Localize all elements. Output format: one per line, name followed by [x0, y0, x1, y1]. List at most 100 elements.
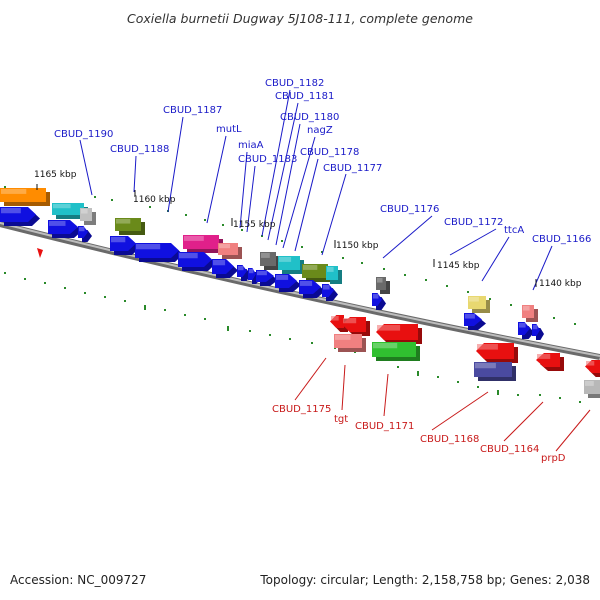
gene-feature-highlight: [79, 227, 85, 232]
gene-feature-highlight: [377, 278, 383, 283]
gene-label-cbud-1187: CBUD_1187: [163, 105, 222, 116]
gene-feature-highlight: [537, 354, 551, 359]
label-leader-upper: [79, 139, 93, 196]
gene-feature-highlight: [81, 209, 88, 214]
gc-content-lower-track: [4, 272, 581, 403]
origin-marker: [37, 248, 43, 258]
tick-label-1165: 1165 kbp: [34, 170, 77, 180]
gene-feature: [585, 360, 600, 377]
tick-label-1155: 1155 kbp: [233, 220, 276, 230]
gene-feature: [135, 243, 183, 262]
gene-feature-highlight: [219, 244, 230, 249]
gene-feature-highlight: [327, 267, 334, 272]
label-leader-upper: [261, 89, 291, 237]
tick-label-1145: 1145 kbp: [437, 261, 480, 271]
gene-label-cbud-1181: CBUD_1181: [275, 91, 334, 102]
label-leader-upper: [275, 123, 301, 246]
gene-feature: [476, 343, 518, 363]
gene-feature-highlight: [300, 281, 313, 286]
gene-label-cbud-1164: CBUD_1164: [480, 444, 539, 455]
label-leader-upper: [321, 173, 347, 256]
label-leader-lower: [383, 373, 389, 417]
label-leader-upper: [449, 228, 497, 256]
gene-feature-highlight: [136, 244, 161, 250]
gene-feature-highlight: [249, 269, 254, 274]
gene-feature: [110, 236, 140, 255]
label-leader-upper: [167, 116, 184, 213]
label-leader-upper: [282, 136, 316, 249]
gene-feature-highlight: [343, 318, 357, 324]
gene-feature-highlight: [1, 189, 27, 194]
gene-feature: [218, 243, 242, 259]
gene-feature: [372, 293, 386, 310]
label-leader-upper: [246, 165, 256, 233]
gene-feature-highlight: [238, 266, 244, 271]
label-leader-lower: [294, 357, 327, 401]
gene-label-cbud-1175: CBUD_1175: [272, 404, 331, 415]
gene-feature-highlight: [331, 316, 339, 321]
gene-feature-highlight: [276, 275, 289, 280]
label-leader-lower: [503, 401, 544, 442]
gene-feature-highlight: [477, 344, 498, 350]
scale-ticks: 1165 kbp 1160 kbp 1155 kbp 1150 kbp 1145…: [34, 170, 582, 289]
gene-feature: [260, 252, 280, 270]
gene-feature: [474, 362, 516, 381]
label-leader-upper: [481, 236, 510, 282]
gene-label-cbud-1177: CBUD_1177: [323, 163, 382, 174]
label-leader-lower: [431, 391, 489, 431]
gene-label-cbud-1183: CBUD_1183: [238, 154, 297, 165]
gene-feature: [342, 317, 370, 336]
gene-feature-highlight: [49, 221, 66, 226]
gene-label-prpd: prpD: [541, 453, 566, 464]
gene-feature: [80, 208, 96, 225]
gene-feature: [532, 324, 544, 340]
gene-label-ttca: ttcA: [504, 225, 524, 236]
tick-label-1150: 1150 kbp: [336, 241, 379, 251]
gene-feature: [0, 188, 50, 206]
gene-feature: [115, 218, 145, 235]
gene-label-cbud-1178: CBUD_1178: [300, 147, 359, 158]
gene-label-tgt: tgt: [334, 414, 348, 425]
label-leader-lines: [79, 89, 591, 452]
gene-feature: [302, 264, 332, 282]
gene-feature-highlight: [373, 294, 379, 299]
gene-feature-highlight: [213, 260, 226, 266]
gene-label-miaa: miaA: [238, 140, 264, 151]
gene-features: [0, 188, 600, 398]
gene-feature-highlight: [533, 325, 538, 330]
gene-feature-highlight: [323, 285, 330, 290]
label-leader-lower: [341, 364, 346, 411]
gene-feature-highlight: [475, 363, 496, 369]
gene-label-cbud-1182: CBUD_1182: [265, 78, 324, 89]
gene-feature-highlight: [586, 361, 595, 366]
gene-feature: [299, 280, 325, 298]
gene-feature: [48, 220, 82, 238]
gene-feature-highlight: [261, 253, 270, 258]
label-leader-upper: [294, 158, 319, 252]
gene-feature: [278, 256, 304, 274]
genome-backbone: [0, 221, 600, 360]
accession-text: Accession: NC_009727: [10, 573, 147, 587]
gene-feature: [468, 296, 490, 313]
gene-feature: [518, 322, 534, 339]
gene-feature-highlight: [373, 343, 398, 349]
gene-label-cbud-1168: CBUD_1168: [420, 434, 479, 445]
gene-feature: [584, 380, 600, 398]
gene-feature: [0, 207, 40, 226]
gene-label-cbud-1176: CBUD_1176: [380, 204, 439, 215]
gene-feature: [372, 342, 420, 361]
genome-summary-text: Topology: circular; Length: 2,158,758 bp…: [260, 573, 590, 587]
gene-feature: [212, 259, 238, 278]
gene-feature: [78, 226, 92, 242]
gene-feature: [326, 266, 342, 284]
gene-feature: [522, 305, 538, 322]
gene-feature-highlight: [377, 325, 401, 331]
gene-feature: [178, 252, 216, 271]
tick-label-1140: 1140 kbp: [539, 279, 582, 289]
gene-label-mutl: mutL: [216, 124, 242, 135]
gene-feature: [376, 324, 422, 344]
gene-feature: [464, 313, 486, 330]
gene-feature: [183, 235, 223, 253]
gene-label-cbud-1180: CBUD_1180: [280, 112, 339, 123]
